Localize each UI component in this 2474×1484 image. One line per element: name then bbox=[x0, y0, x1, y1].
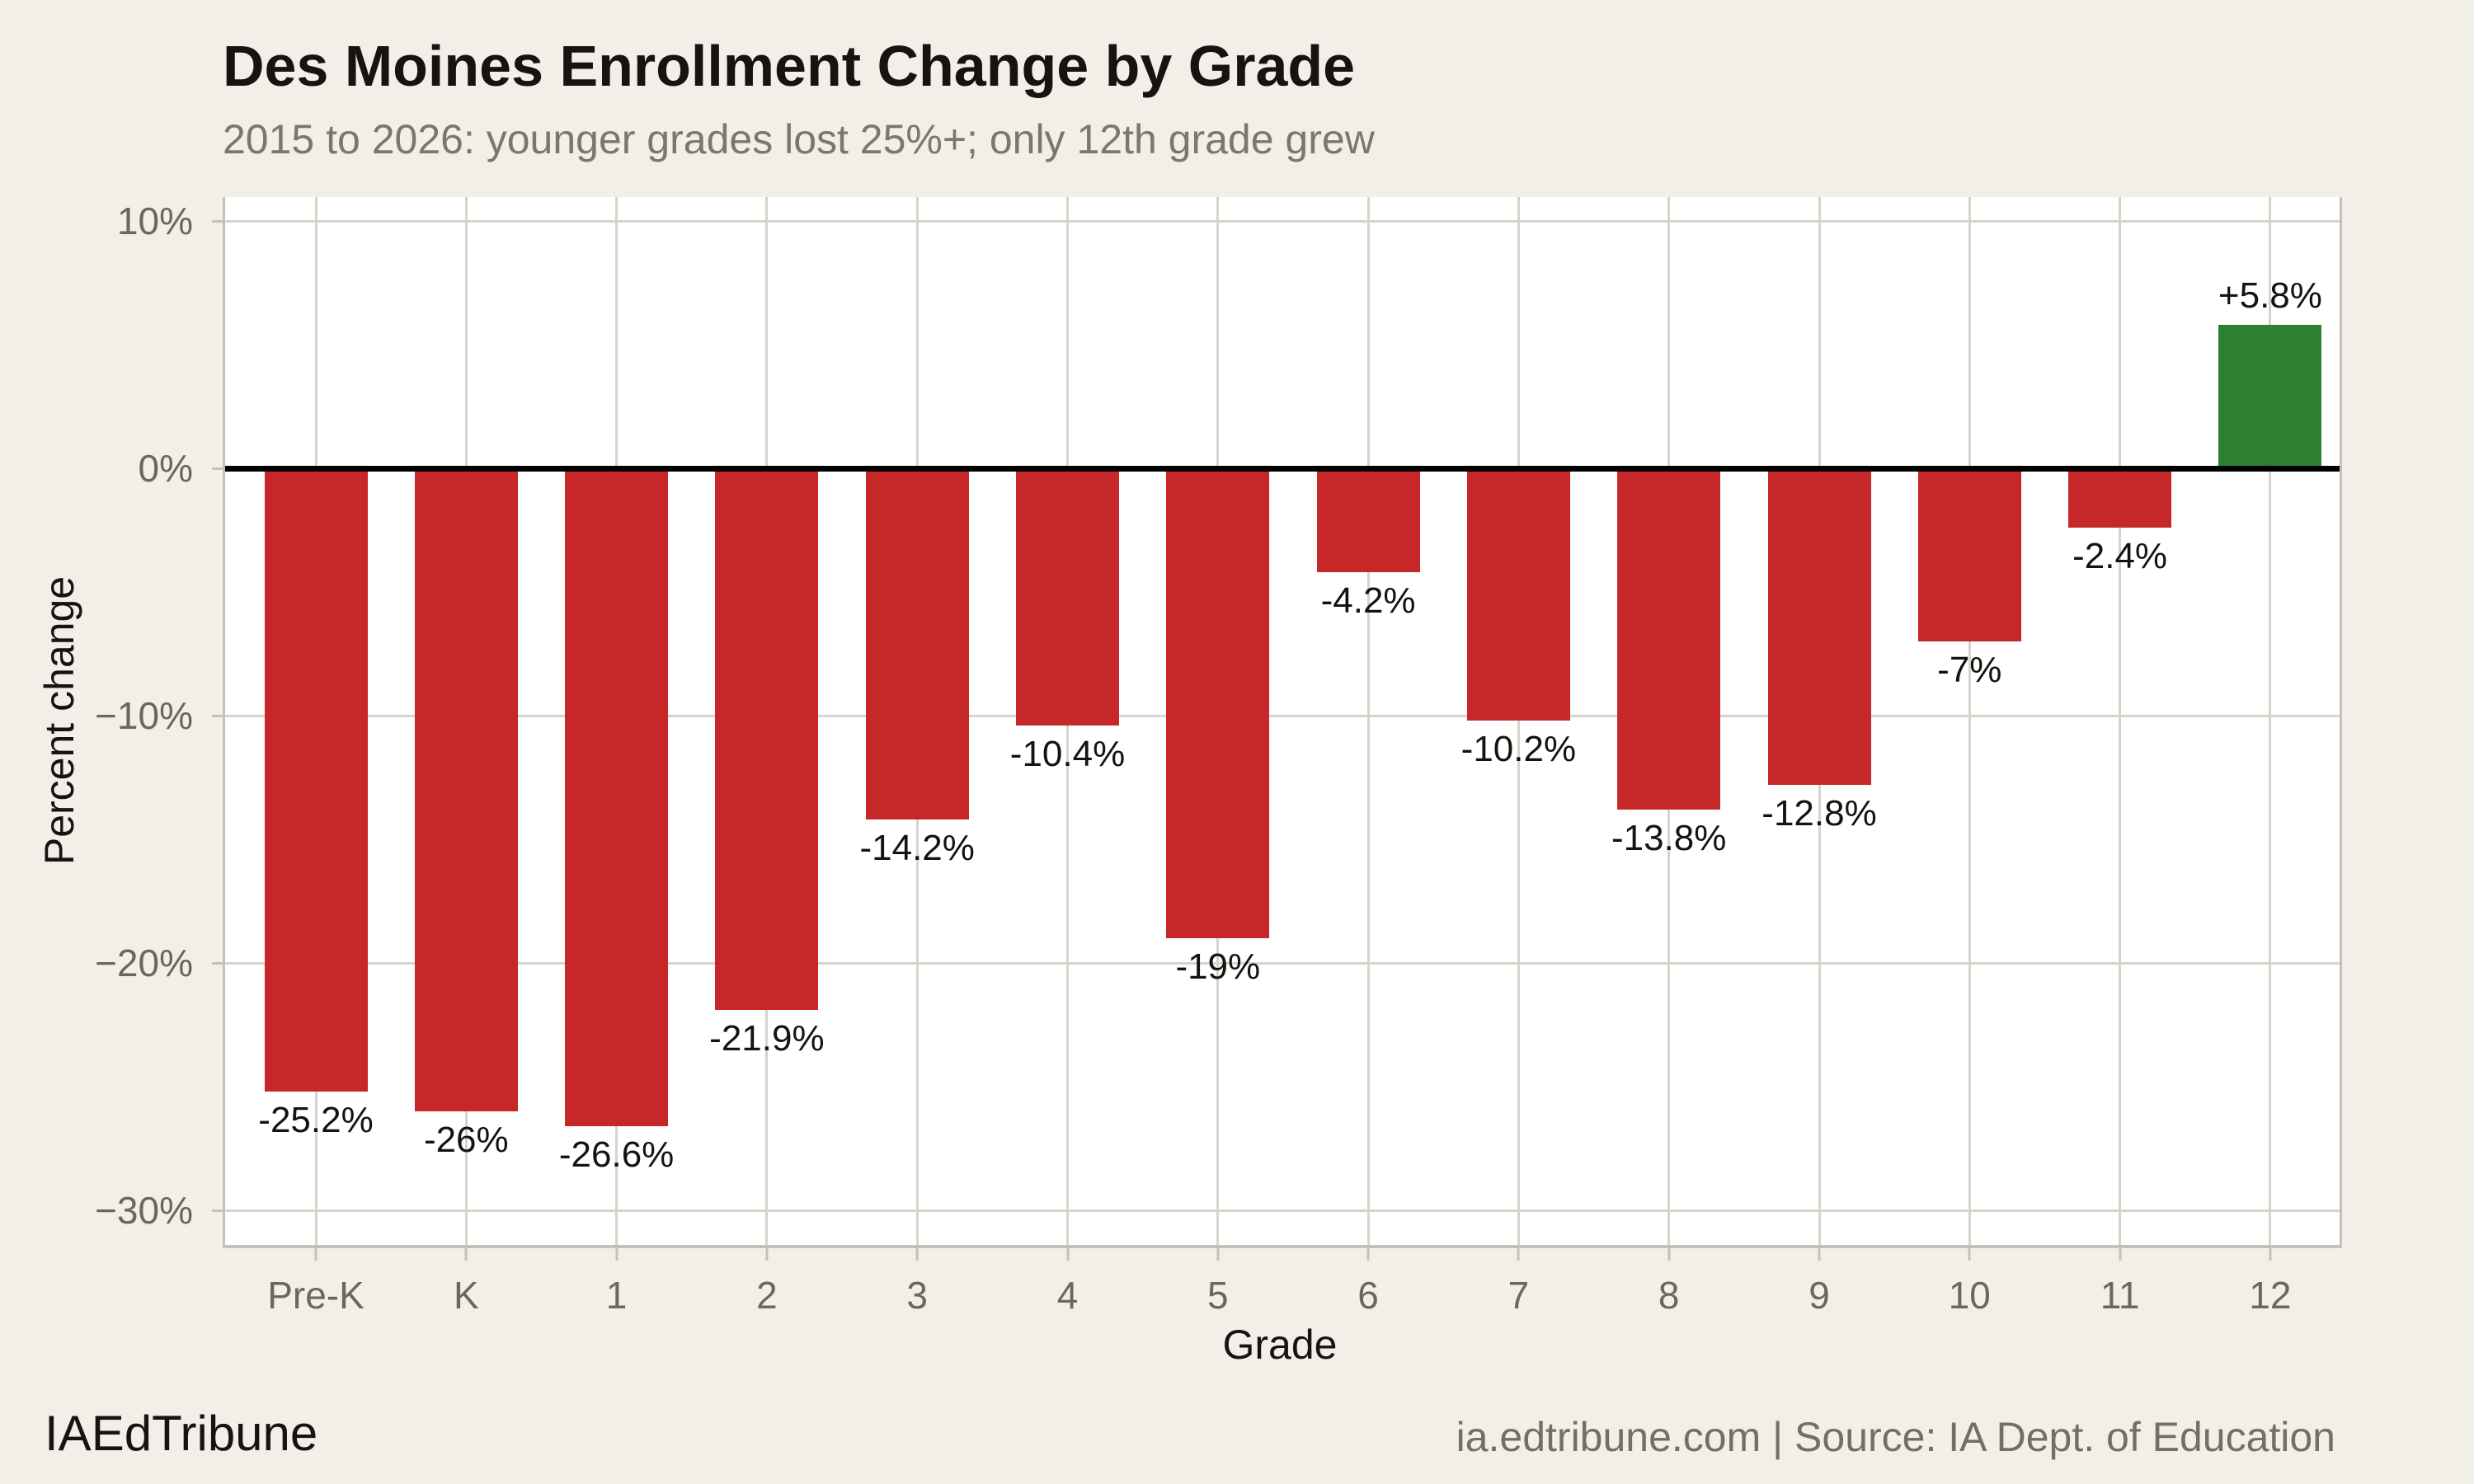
bar-value-label: -14.2% bbox=[859, 828, 975, 868]
h-gridline bbox=[225, 714, 2340, 717]
chart-subtitle: 2015 to 2026: younger grades lost 25%+; … bbox=[223, 116, 1375, 162]
bar-negative bbox=[865, 468, 969, 819]
bar-value-label: -26% bbox=[423, 1120, 509, 1160]
bar-negative bbox=[1767, 468, 1871, 785]
x-tick-mark bbox=[615, 1248, 618, 1261]
x-tick-mark bbox=[1517, 1248, 1520, 1261]
y-tick-mark bbox=[212, 1209, 223, 1212]
v-gridline bbox=[1366, 197, 1370, 1245]
x-tick-mark bbox=[1216, 1248, 1220, 1261]
x-tick-label: 8 bbox=[1658, 1274, 1680, 1317]
h-gridline bbox=[225, 961, 2340, 965]
h-gridline bbox=[225, 219, 2340, 223]
brand-text: IAEdTribune bbox=[45, 1406, 318, 1461]
bar-value-label: -2.4% bbox=[2072, 536, 2168, 576]
x-tick-mark bbox=[1968, 1248, 1971, 1261]
v-gridline bbox=[1968, 197, 1971, 1245]
y-tick-label: −10% bbox=[95, 694, 193, 737]
x-tick-mark bbox=[464, 1248, 468, 1261]
y-tick-label: −20% bbox=[95, 942, 193, 984]
x-tick-mark bbox=[765, 1248, 769, 1261]
x-tick-label: 2 bbox=[756, 1274, 778, 1317]
bar-negative bbox=[414, 468, 518, 1111]
bar-value-label: -25.2% bbox=[258, 1100, 374, 1140]
x-tick-mark bbox=[915, 1248, 919, 1261]
x-tick-label: 1 bbox=[605, 1274, 628, 1317]
x-tick-mark bbox=[1066, 1248, 1069, 1261]
x-tick-label: 11 bbox=[2100, 1274, 2140, 1317]
y-tick-label: −30% bbox=[95, 1189, 193, 1232]
bar-negative bbox=[1917, 468, 2021, 641]
chart-title: Des Moines Enrollment Change by Grade bbox=[223, 34, 1356, 98]
x-tick-mark bbox=[2269, 1248, 2272, 1261]
x-tick-label: K bbox=[453, 1274, 479, 1317]
y-tick-mark bbox=[212, 467, 223, 470]
x-tick-label: 12 bbox=[2249, 1274, 2292, 1317]
x-axis-title: Grade bbox=[1222, 1322, 1338, 1368]
y-tick-label: 0% bbox=[138, 447, 193, 490]
bar-negative bbox=[1016, 468, 1119, 726]
y-tick-mark bbox=[212, 714, 223, 717]
x-tick-label: 10 bbox=[1948, 1274, 1991, 1317]
zero-baseline bbox=[225, 465, 2340, 472]
x-tick-label: 5 bbox=[1207, 1274, 1229, 1317]
x-tick-label: 3 bbox=[906, 1274, 928, 1317]
v-gridline bbox=[2119, 197, 2122, 1245]
bar-value-label: -12.8% bbox=[1761, 793, 1877, 834]
x-tick-label: 9 bbox=[1808, 1274, 1830, 1317]
x-tick-label: Pre-K bbox=[267, 1274, 365, 1317]
bar-value-label: -19% bbox=[1175, 946, 1261, 987]
bar-value-label: -10.2% bbox=[1460, 729, 1577, 769]
v-gridline bbox=[1517, 197, 1520, 1245]
x-tick-label: 4 bbox=[1056, 1274, 1079, 1317]
plot-panel: 10% 0% −10% −20% −30% -25.2% Pre-K -26% K -26.6% 1… bbox=[95, 197, 2342, 1317]
y-tick-label: 10% bbox=[116, 200, 193, 242]
y-tick-mark bbox=[212, 961, 223, 965]
x-tick-mark bbox=[2119, 1248, 2122, 1261]
y-tick-mark bbox=[212, 219, 223, 223]
bar-negative bbox=[1316, 468, 1420, 572]
source-attribution: ia.edtribune.com | Source: IA Dept. of E… bbox=[1456, 1414, 2335, 1460]
x-tick-mark bbox=[1366, 1248, 1370, 1261]
bar-value-label: -26.6% bbox=[558, 1134, 675, 1175]
bar-negative bbox=[1466, 468, 1570, 721]
bar-negative bbox=[2068, 468, 2172, 528]
bar-value-label: +5.8% bbox=[2218, 275, 2322, 316]
x-tick-label: 7 bbox=[1507, 1274, 1530, 1317]
h-gridline bbox=[225, 1209, 2340, 1212]
bar-value-label: -21.9% bbox=[709, 1018, 825, 1059]
x-tick-mark bbox=[314, 1248, 317, 1261]
x-tick-mark bbox=[1667, 1248, 1671, 1261]
v-gridline bbox=[2269, 197, 2272, 1245]
bar-value-label: -7% bbox=[1937, 650, 2002, 690]
bar-value-label: -10.4% bbox=[1009, 734, 1126, 774]
bar-negative bbox=[565, 468, 669, 1126]
bar-value-label: -13.8% bbox=[1611, 818, 1727, 858]
bar-negative bbox=[715, 468, 819, 1010]
bar-value-label: -4.2% bbox=[1320, 580, 1416, 621]
bar-negative bbox=[264, 468, 368, 1092]
bar-positive bbox=[2218, 325, 2322, 468]
x-tick-label: 6 bbox=[1357, 1274, 1379, 1317]
x-tick-mark bbox=[1818, 1248, 1821, 1261]
bar-negative bbox=[1166, 468, 1270, 938]
bar-negative bbox=[1617, 468, 1721, 810]
